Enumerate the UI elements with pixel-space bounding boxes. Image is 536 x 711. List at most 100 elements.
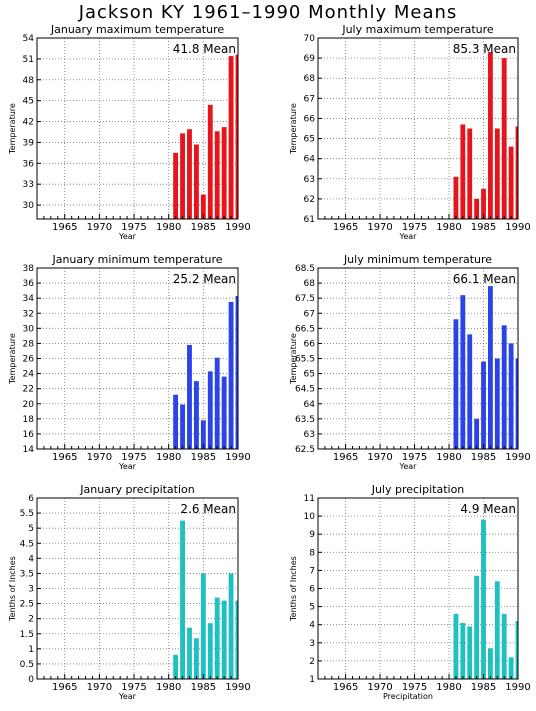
mean-label: 41.8 Mean (173, 42, 236, 56)
y-tick-label: 38 (23, 264, 35, 274)
bar (481, 519, 486, 679)
bar (180, 404, 185, 449)
bar (180, 520, 185, 679)
y-tick-label: 64 (304, 400, 316, 410)
x-tick-label: 1985 (191, 682, 216, 693)
bar (221, 376, 227, 449)
bar (460, 622, 466, 679)
x-tick-label: 1990 (505, 452, 530, 463)
y-axis-label: Temperature (8, 103, 17, 155)
x-tick-label: 1990 (225, 682, 250, 693)
y-tick-label: 9 (309, 530, 315, 540)
x-tick-label: 1970 (87, 682, 112, 693)
y-tick-label: 67.5 (295, 294, 315, 304)
y-axis-label: Tenths of Inches (289, 556, 298, 622)
x-tick-label: 1965 (52, 682, 77, 693)
y-tick-label: 45 (23, 97, 34, 107)
mean-label: 66.1 Mean (453, 272, 516, 286)
y-tick-label: 8 (309, 548, 315, 558)
x-tick-label: 1985 (471, 452, 496, 463)
y-tick-label: 66 (304, 339, 316, 349)
y-tick-label: 69 (304, 54, 316, 64)
x-axis-label: Year (399, 232, 418, 241)
chart-title: January maximum temperature (50, 23, 224, 36)
bar (494, 128, 500, 219)
bar (508, 657, 514, 679)
x-tick-label: 1980 (156, 682, 181, 693)
y-tick-label: 36 (23, 159, 35, 169)
y-tick-label: 4 (28, 554, 34, 564)
y-tick-label: 63.5 (295, 415, 315, 425)
x-tick-label: 1965 (52, 222, 77, 233)
x-tick-label: 1985 (471, 222, 496, 233)
mean-label: 25.2 Mean (173, 272, 236, 286)
y-tick-label: 22 (23, 385, 34, 395)
x-tick-label: 1985 (191, 452, 216, 463)
y-tick-label: 39 (23, 138, 35, 148)
y-tick-label: 6 (309, 585, 315, 595)
x-axis-label: Year (118, 232, 137, 241)
x-tick-label: 1965 (52, 452, 77, 463)
y-tick-label: 66.5 (295, 324, 315, 334)
x-tick-label: 1965 (333, 682, 358, 693)
x-tick-label: 1970 (367, 682, 392, 693)
bar (193, 638, 199, 679)
y-tick-label: 33 (23, 180, 34, 190)
y-tick-label: 65.5 (295, 355, 315, 365)
mean-label: 2.6 Mean (180, 502, 236, 516)
bar (214, 357, 220, 449)
y-tick-label: 68.5 (295, 264, 315, 274)
y-tick-label: 1 (309, 675, 315, 685)
bar (488, 52, 493, 220)
x-tick-label: 1965 (333, 222, 358, 233)
chart-title: January minimum temperature (51, 253, 222, 266)
bar (488, 648, 493, 679)
y-tick-label: 62 (304, 195, 315, 205)
x-tick-label: 1970 (87, 222, 112, 233)
bar (221, 600, 227, 679)
y-axis-label: Tenths of Inches (8, 556, 17, 622)
bar (515, 358, 518, 449)
bar (501, 613, 507, 679)
chart-title: July maximum temperature (341, 23, 494, 36)
x-tick-label: 1985 (471, 682, 496, 693)
bar (187, 627, 192, 679)
chart-title: January precipitation (79, 483, 195, 496)
bar (187, 129, 192, 219)
bar (214, 597, 220, 679)
x-tick-label: 1975 (121, 682, 146, 693)
bar (453, 176, 459, 219)
bar (235, 295, 238, 449)
plot-frame (317, 37, 519, 220)
x-axis-label: Precipitation (383, 692, 433, 701)
y-tick-label: 5 (309, 603, 315, 613)
y-tick-label: 63 (304, 175, 315, 185)
bar (173, 394, 179, 449)
x-tick-label: 1970 (87, 452, 112, 463)
y-tick-label: 68 (304, 74, 316, 84)
y-tick-label: 16 (23, 430, 35, 440)
bar (200, 573, 206, 679)
y-tick-label: 24 (23, 370, 35, 380)
bar (481, 188, 486, 219)
bar (228, 573, 234, 679)
y-axis-label: Temperature (8, 333, 17, 385)
bar (173, 654, 179, 679)
x-tick-label: 1975 (402, 452, 427, 463)
y-tick-label: 4 (309, 621, 315, 631)
chart-title: July precipitation (371, 483, 465, 496)
y-tick-label: 42 (23, 118, 34, 128)
x-tick-label: 1990 (505, 682, 530, 693)
y-tick-label: 20 (23, 400, 35, 410)
y-tick-label: 5 (28, 524, 34, 534)
y-tick-label: 3.5 (20, 569, 34, 579)
y-tick-label: 11 (304, 494, 315, 504)
x-tick-label: 1980 (436, 222, 461, 233)
x-tick-label: 1975 (121, 222, 146, 233)
y-tick-label: 18 (23, 415, 35, 425)
y-tick-label: 2.5 (20, 600, 34, 610)
bar (221, 127, 227, 219)
